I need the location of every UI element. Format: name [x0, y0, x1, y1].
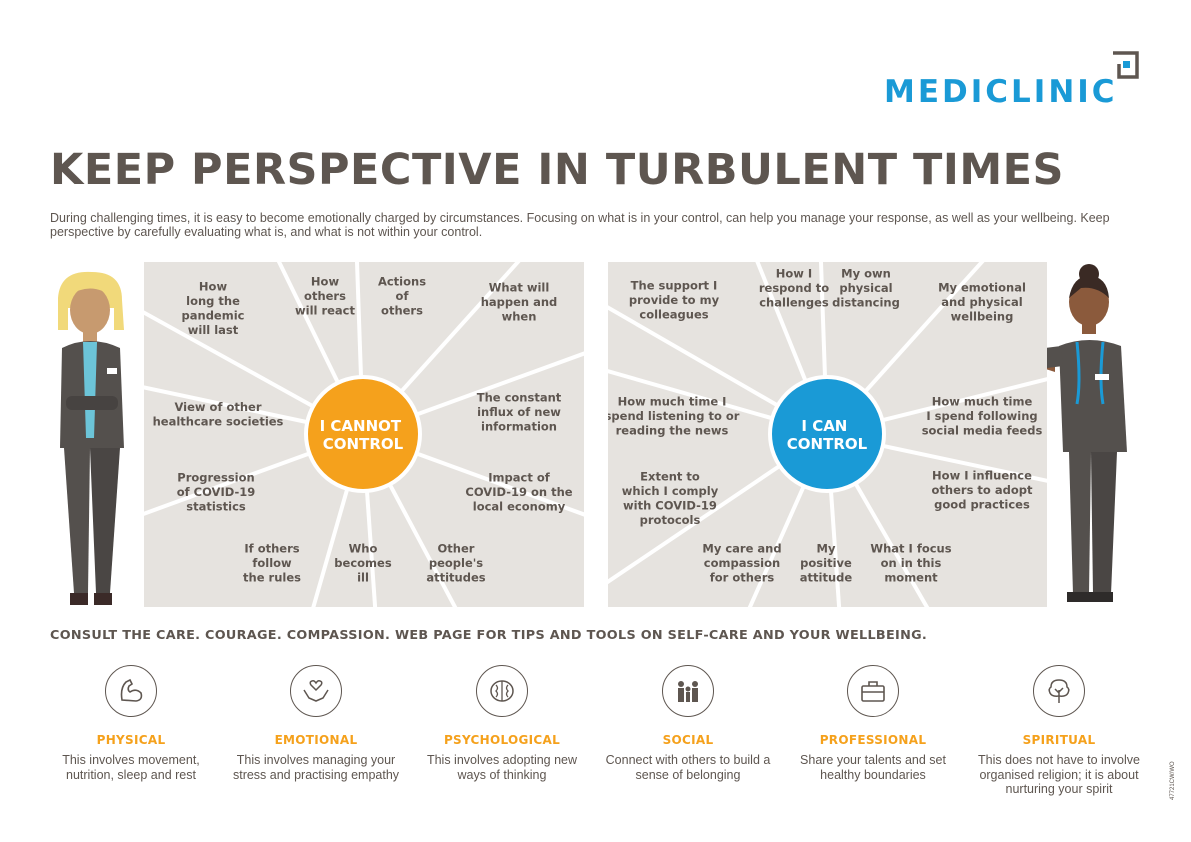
intro-text: During challenging times, it is easy to …: [50, 211, 1110, 239]
wedge-divider: [747, 433, 829, 607]
pillar-professional: PROFESSIONAL Share your talents and set …: [783, 665, 963, 782]
nurse-illustration: [989, 264, 1127, 602]
wedge-divider: [144, 432, 364, 516]
wedge-divider: [276, 262, 365, 435]
flexed-arm-icon: [105, 665, 157, 717]
control-item: Other people's attitudes: [426, 542, 485, 585]
businesswoman-illustration: [58, 271, 124, 605]
mediclinic-logo: MEDICLINIC: [880, 40, 1150, 110]
control-item: My emotional and physical wellbeing: [938, 281, 1026, 324]
wedge-divider: [608, 305, 828, 436]
logo-mark-icon: [1113, 51, 1139, 79]
control-item: Extent to which I comply with COVID-19 prot…: [622, 469, 719, 527]
pillar-title: PROFESSIONAL: [819, 733, 927, 747]
wedge-divider: [825, 262, 985, 436]
pillar-physical: PHYSICAL This involves movement, nutriti…: [41, 665, 221, 782]
wedge-divider: [362, 432, 584, 517]
brand-name: MEDICLINIC: [884, 74, 1118, 110]
heart-hands-icon: [290, 665, 342, 717]
wedge-divider: [362, 351, 584, 436]
brain-icon: [476, 665, 528, 717]
wedge-divider: [825, 433, 842, 607]
control-item: My own physical distancing: [832, 267, 900, 310]
wedge-divider: [361, 433, 458, 607]
wedge-divider: [818, 262, 829, 435]
control-item: How long the pandemic will last: [182, 279, 245, 337]
can-control-circle: [768, 375, 886, 493]
pillar-description: This involves managing your stress and p…: [232, 753, 400, 782]
pillar-spiritual: SPIRITUAL This does not have to involve …: [969, 665, 1149, 797]
pillar-title: PSYCHOLOGICAL: [443, 733, 561, 747]
consult-banner: CONSULT THE CARE. COURAGE. COMPASSION. W…: [50, 628, 928, 643]
can-control-label: I CAN CONTROL: [787, 417, 868, 453]
wedge-divider: [825, 432, 930, 607]
pillar-description: Share your talents and set healthy bound…: [800, 753, 946, 782]
cannot-control-items: How long the pandemic will last How others wil…: [153, 275, 573, 585]
cannot-control-label: I CANNOT CONTROL: [320, 417, 407, 453]
control-item: The constant influx of new information: [477, 391, 562, 434]
control-item: Who becomes ill: [334, 542, 392, 585]
pillar-title: EMOTIONAL: [274, 733, 358, 747]
control-item: How others will react: [295, 275, 356, 318]
wedge-divider: [608, 432, 829, 585]
wedge-divider: [144, 310, 364, 436]
page-title: KEEP PERSPECTIVE IN TURBULENT TIMES: [50, 145, 1064, 195]
people-icon: [662, 665, 714, 717]
wedge-divider: [311, 433, 365, 607]
wedge-divider: [354, 262, 365, 435]
control-item: View of other healthcare societies: [153, 400, 284, 429]
control-item: How much time I spend following social med…: [922, 395, 1043, 438]
pillar-emotional: EMOTIONAL This involves managing your st…: [226, 665, 406, 782]
pillar-title: PHYSICAL: [96, 733, 166, 747]
control-item: My positive attitude: [800, 542, 853, 585]
pillar-description: This involves adopting new ways of think…: [426, 753, 578, 782]
control-item: Actions of others: [378, 275, 426, 318]
control-item: Impact of COVID-19 on the local economy: [465, 471, 572, 514]
wedge-divider: [144, 385, 364, 436]
briefcase-icon: [847, 665, 899, 717]
control-item: Progression of COVID-19 statistics: [177, 471, 256, 514]
control-item: How I influence others to adopt good pract…: [932, 469, 1033, 512]
control-item: What I focus on in this moment: [870, 542, 951, 585]
control-item: What will happen and when: [481, 281, 558, 324]
wedge-divider: [361, 262, 521, 436]
cannot-control-circle: [304, 375, 422, 493]
cannot-control-panel: How long the pandemic will last How others wil…: [144, 262, 584, 607]
pillar-title: SPIRITUAL: [1022, 733, 1096, 747]
wedge-divider: [826, 377, 1047, 436]
pillar-description: Connect with others to build a sense of …: [605, 753, 771, 782]
wedge-divider: [826, 432, 1047, 483]
tree-icon: [1033, 665, 1085, 717]
wedge-divider: [755, 262, 829, 435]
control-item: My care and compassion for others: [702, 542, 781, 585]
pillar-description: This does not have to involve organised …: [978, 753, 1140, 796]
wedge-divider: [361, 433, 378, 607]
pillar-psychological: PSYCHOLOGICAL This involves adopting new…: [412, 665, 592, 782]
pillar-description: This involves movement, nutrition, sleep…: [62, 753, 200, 782]
control-item: If others follow the rules: [243, 542, 301, 585]
pillar-social: SOCIAL Connect with others to build a se…: [598, 665, 778, 782]
wedge-divider: [608, 369, 828, 436]
pillar-title: SOCIAL: [662, 733, 714, 747]
document-code: 47721CW/WO: [1170, 761, 1176, 800]
